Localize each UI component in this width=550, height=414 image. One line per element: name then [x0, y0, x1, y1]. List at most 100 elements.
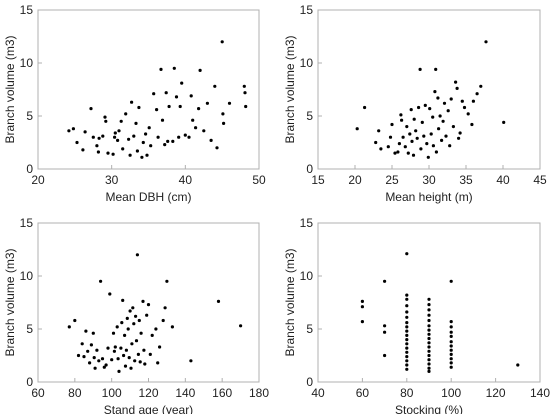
data-point [127, 356, 131, 360]
data-point [194, 126, 198, 130]
data-point [516, 363, 520, 367]
data-point [360, 299, 364, 303]
data-point [116, 357, 120, 361]
data-point [198, 68, 202, 72]
data-point [462, 105, 467, 110]
data-point [475, 92, 479, 96]
data-point [123, 364, 128, 368]
data-point [171, 139, 175, 143]
data-point [154, 327, 158, 331]
data-point [449, 340, 453, 344]
data-point [116, 138, 120, 142]
data-point [427, 345, 431, 349]
x-tick-label: 20 [348, 173, 362, 187]
x-axis-label: Stand age (year) [104, 403, 193, 414]
x-tick-label: 180 [249, 386, 269, 400]
data-point [405, 252, 409, 256]
data-point [110, 358, 114, 362]
data-point [191, 118, 195, 122]
y-tick-label: 5 [26, 109, 33, 123]
data-point [420, 120, 424, 124]
data-point [122, 353, 126, 358]
data-point [129, 366, 133, 370]
x-tick-label: 40 [311, 386, 325, 400]
data-point [84, 329, 88, 333]
data-point [414, 129, 418, 133]
data-point [89, 343, 93, 347]
x-tick-label: 100 [441, 386, 461, 400]
data-point [403, 145, 407, 149]
data-point [209, 138, 213, 142]
data-point [449, 357, 453, 361]
y-tick-label: 0 [306, 375, 313, 389]
data-point [427, 353, 431, 358]
data-point [405, 355, 409, 359]
data-point [390, 122, 394, 127]
data-point [360, 305, 364, 309]
data-point [158, 345, 162, 349]
data-point [134, 339, 139, 343]
data-point [165, 279, 169, 283]
data-point [466, 112, 470, 116]
data-point [427, 366, 431, 370]
scatter-panel-1: 20 30 40 50 0 5 10 15 Mean DBH (cm) Branch volume… [3, 3, 266, 204]
data-point [425, 142, 429, 146]
data-point [427, 297, 431, 301]
data-point [178, 104, 182, 109]
plot-frame [317, 9, 541, 170]
data-point [71, 127, 75, 131]
data-point [119, 119, 123, 123]
data-point [399, 113, 403, 117]
data-point [144, 132, 148, 136]
data-point [88, 361, 92, 365]
data-point [161, 318, 165, 323]
data-point [97, 136, 101, 140]
data-point [128, 309, 132, 313]
data-point [155, 108, 159, 112]
data-point [139, 331, 143, 335]
data-point [174, 95, 179, 99]
data-point [409, 108, 413, 112]
data-point [160, 118, 165, 122]
data-point [134, 314, 138, 318]
data-point [397, 142, 401, 146]
data-point [140, 155, 144, 159]
data-point [170, 325, 174, 329]
data-point [159, 67, 163, 71]
data-point [429, 132, 433, 136]
data-point [400, 118, 404, 122]
data-point [427, 303, 431, 307]
data-point [120, 321, 124, 325]
data-point [89, 107, 93, 111]
data-point [117, 129, 121, 133]
data-point [106, 346, 110, 350]
data-point [386, 145, 390, 149]
data-point [427, 324, 431, 328]
data-point [149, 144, 153, 148]
data-point [427, 328, 431, 332]
data-point [143, 362, 147, 366]
data-point [405, 310, 409, 314]
data-point [363, 105, 367, 110]
data-point [99, 279, 103, 283]
y-tick-label: 5 [306, 109, 313, 123]
data-point [75, 140, 79, 145]
data-point [113, 135, 117, 139]
x-axis-label: Stocking (%) [395, 403, 463, 414]
data-point [86, 349, 90, 353]
data-point [197, 107, 201, 111]
x-tick-label: 60 [356, 386, 370, 400]
data-point [405, 342, 409, 346]
data-point [360, 320, 364, 324]
x-tick-label: 120 [486, 386, 506, 400]
x-tick-label: 50 [252, 173, 266, 187]
x-tick-label: 30 [105, 173, 119, 187]
data-point [187, 135, 191, 139]
data-point [108, 292, 112, 296]
data-point [396, 150, 400, 154]
data-point [449, 320, 453, 324]
x-tick-label: 140 [530, 386, 550, 400]
data-point [227, 101, 232, 105]
y-tick-label: 15 [300, 3, 314, 17]
